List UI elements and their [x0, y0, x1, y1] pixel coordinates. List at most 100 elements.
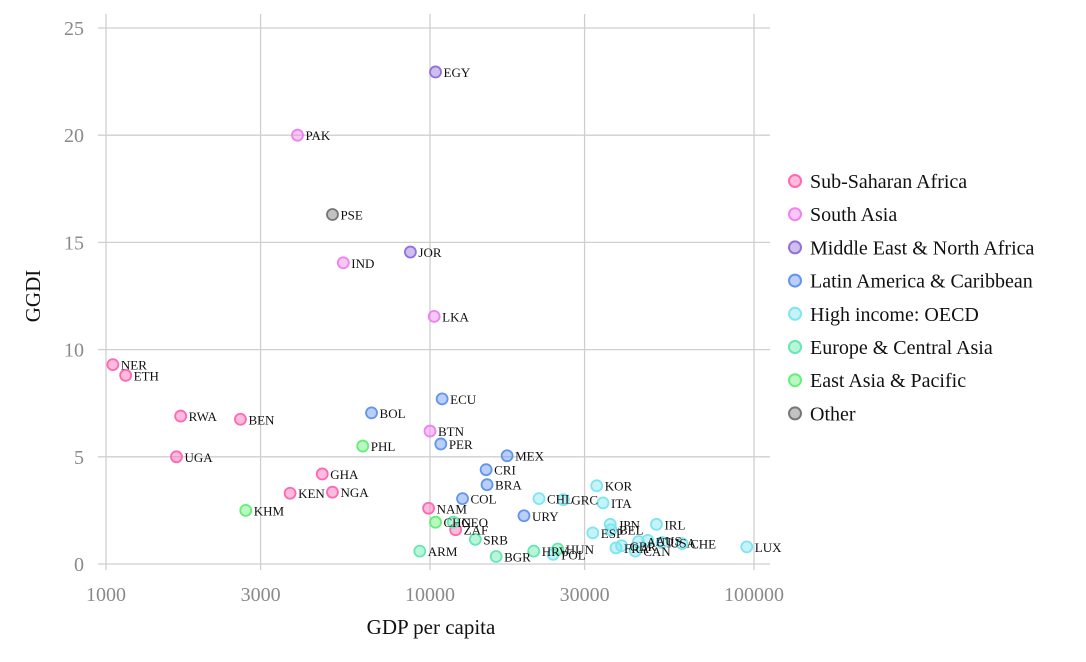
point-label-ita: ITA — [611, 496, 632, 511]
legend-label: Europe & Central Asia — [810, 337, 993, 359]
y-tick-label: 15 — [64, 232, 84, 254]
x-tick-label: 1000 — [86, 584, 126, 606]
legend-marker — [788, 406, 802, 421]
point-label-egy: EGY — [444, 65, 471, 80]
point-label-usa: USA — [670, 536, 697, 551]
data-point-col — [456, 492, 469, 506]
grid-lines — [105, 14, 770, 570]
point-label-uga: UGA — [184, 450, 213, 465]
point-label-per: PER — [449, 437, 473, 452]
point-label-bol: BOL — [380, 406, 406, 421]
point-label-aus: AUS — [656, 533, 682, 548]
data-point-chl — [532, 492, 546, 506]
data-point-ecu — [435, 392, 449, 406]
y-tick-label: 10 — [64, 340, 84, 362]
data-point-grc — [556, 493, 570, 507]
x-tick-label: 100000 — [724, 584, 784, 606]
legend-label: Sub-Saharan Africa — [810, 171, 967, 193]
point-label-grc: GRC — [571, 493, 598, 508]
point-label-ken: KEN — [298, 486, 325, 501]
point-label-eth: ETH — [134, 368, 159, 383]
point-label-nga: NGA — [340, 485, 369, 500]
legend-marker — [788, 373, 802, 388]
point-label-kor: KOR — [605, 479, 633, 494]
y-tick-label: 5 — [74, 447, 84, 469]
data-point-usa — [655, 536, 669, 549]
data-point-ind — [336, 256, 350, 270]
point-label-col: COL — [471, 492, 497, 507]
point-label-pol: POL — [561, 547, 586, 562]
point-label-phl: PHL — [371, 439, 396, 454]
data-point-hrv — [527, 544, 541, 558]
data-point-ken — [283, 486, 297, 500]
point-label-lka: LKA — [442, 309, 469, 324]
data-point-pak — [291, 128, 304, 142]
legend-marker — [788, 273, 802, 288]
point-label-ecu: ECU — [450, 392, 477, 407]
data-point-fra — [609, 541, 623, 555]
data-point-rwa — [174, 409, 188, 423]
data-point-bra — [480, 478, 494, 492]
data-point-ner — [106, 358, 120, 372]
data-point-geo — [446, 515, 460, 529]
data-point-aus — [641, 534, 655, 547]
point-label-bra: BRA — [495, 478, 522, 493]
point-label-geo: GEO — [461, 515, 488, 530]
point-label-lux: LUX — [755, 540, 782, 555]
y-tick-label: 25 — [64, 18, 84, 40]
point-label-fra: FRA — [624, 541, 650, 556]
point-label-pse: PSE — [340, 208, 362, 223]
legend-label: Middle East & North Africa — [810, 237, 1035, 259]
point-label-jor: JOR — [418, 245, 441, 260]
data-point-lux — [740, 540, 754, 554]
point-label-hrv: HRV — [542, 544, 569, 559]
data-point-phl — [356, 439, 370, 453]
point-label-can: CAN — [643, 544, 671, 559]
point-label-aut: AUT — [646, 534, 673, 549]
point-label-ury: URY — [532, 509, 559, 524]
point-label-nam: NAM — [437, 501, 468, 516]
data-point-irl — [650, 517, 663, 531]
point-label-bgr: BGR — [504, 549, 531, 564]
point-label-cri: CRI — [494, 463, 516, 478]
point-label-ind: IND — [351, 256, 374, 271]
data-point-khm — [239, 503, 253, 517]
point-label-che: CHE — [690, 537, 716, 552]
point-label-chn: CHN — [444, 515, 472, 530]
data-point-ury — [517, 509, 531, 523]
data-point-eth — [119, 368, 133, 382]
data-point-esp — [586, 526, 600, 540]
data-point-bol — [365, 406, 378, 420]
data-point-che — [675, 537, 689, 551]
point-label-btn: BTN — [438, 424, 465, 439]
data-point-mex — [500, 449, 514, 463]
legend: Sub-Saharan Africa South Asia Middle East … — [788, 171, 1035, 425]
point-label-ner: NER — [121, 358, 147, 373]
point-label-esp: ESP — [601, 526, 623, 541]
x-tick-label: 30000 — [560, 584, 610, 606]
legend-marker — [788, 240, 802, 255]
data-point-nam — [422, 501, 435, 515]
legend-marker — [788, 340, 802, 354]
point-label-ben: BEN — [248, 412, 275, 427]
data-point-arm — [413, 544, 427, 558]
point-label-gbr: GBR — [630, 539, 657, 554]
y-tick-label: 20 — [64, 125, 84, 147]
legend-label: East Asia & Pacific — [810, 370, 966, 392]
point-label-rwa: RWA — [189, 409, 218, 424]
data-point-ben — [234, 412, 247, 426]
data-point-bgr — [489, 550, 503, 563]
point-label-khm: KHM — [254, 503, 285, 518]
x-axis-title: GDP per capita — [367, 615, 496, 639]
data-point-pse — [326, 208, 339, 221]
point-label-irl: IRL — [664, 517, 685, 532]
y-tick-label: 0 — [74, 554, 84, 576]
legend-label: High income: OECD — [810, 304, 979, 326]
point-label-arm: ARM — [428, 544, 458, 559]
data-point-srb — [468, 532, 482, 546]
x-tick-label: 3000 — [241, 584, 281, 606]
data-point-lka — [427, 309, 441, 323]
